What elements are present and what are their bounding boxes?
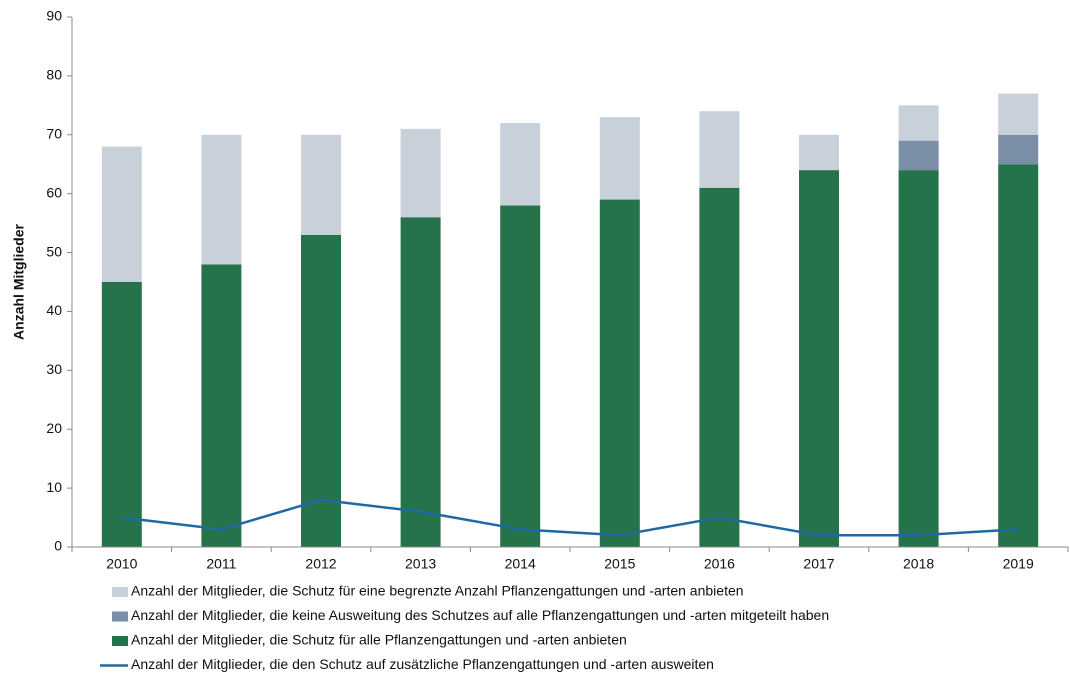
legend-swatch [112, 636, 128, 646]
y-tick-label: 80 [46, 67, 62, 83]
legend-label: Anzahl der Mitglieder, die Schutz für al… [131, 632, 627, 648]
line-series [121, 498, 1019, 537]
bar-segment [799, 170, 839, 547]
y-tick-label: 0 [54, 538, 62, 554]
y-tick-label: 30 [46, 361, 62, 377]
x-tick-label: 2012 [305, 556, 336, 572]
legend-label: Anzahl der Mitglieder, die keine Ausweit… [131, 607, 829, 623]
legend-swatch [112, 587, 128, 597]
bar-segment [400, 128, 441, 218]
x-tick-label: 2018 [903, 556, 934, 572]
y-tick-label: 70 [46, 125, 62, 141]
x-tick-label: 2011 [206, 556, 236, 572]
bar-segment [699, 111, 740, 188]
y-tick-label: 40 [46, 302, 62, 318]
bar-segment [699, 187, 740, 547]
x-tick-label: 2017 [803, 556, 834, 572]
y-tick-label: 60 [46, 184, 62, 200]
bar-segment [998, 164, 1039, 547]
x-tick-label: 2013 [405, 556, 436, 572]
bar-segment [101, 282, 142, 547]
bar-segment [500, 205, 541, 547]
x-tick-label: 2010 [106, 556, 137, 572]
x-tick-label: 2019 [1003, 556, 1034, 572]
x-tick-label: 2016 [704, 556, 735, 572]
legend-label: Anzahl der Mitglieder, die den Schutz au… [131, 656, 714, 672]
bar-segment [998, 93, 1039, 135]
bar-segment [799, 134, 839, 171]
bar-segment [500, 123, 541, 206]
bar-segment [898, 140, 939, 171]
bar-segment [301, 234, 341, 547]
y-tick-label: 10 [46, 479, 62, 495]
bar-segment [101, 146, 142, 282]
bar-segment [201, 264, 242, 547]
x-tick-label: 2014 [505, 556, 536, 572]
bar-segment [898, 105, 939, 141]
bar-segment [998, 134, 1039, 165]
legend-swatch [112, 611, 128, 622]
bar-segment [301, 134, 341, 235]
bar-segment [201, 134, 242, 265]
y-tick-label: 20 [46, 420, 62, 436]
bar-segment [599, 117, 640, 200]
bar-segment [898, 170, 939, 547]
y-tick-label: 50 [46, 243, 62, 259]
y-tick-label: 90 [46, 8, 62, 24]
x-tick-label: 2015 [604, 556, 635, 572]
legend-label: Anzahl der Mitglieder, die Schutz für ei… [131, 583, 744, 599]
bar-segment [400, 217, 441, 547]
y-axis-label: Anzahl Mitglieder [11, 224, 27, 340]
bar-segment [599, 199, 640, 548]
